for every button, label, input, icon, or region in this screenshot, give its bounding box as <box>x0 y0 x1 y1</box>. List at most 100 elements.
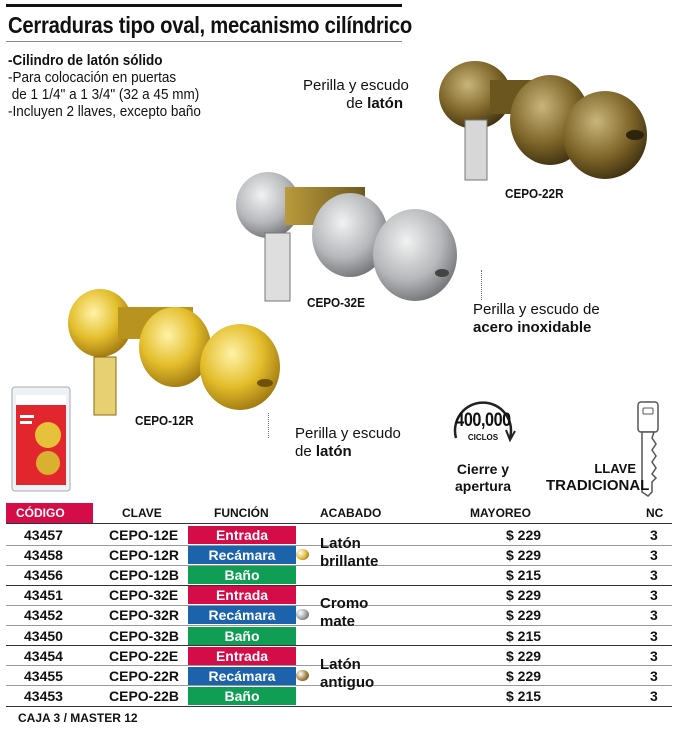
cell-codigo: 43452 <box>24 607 63 624</box>
cell-nc: 3 <box>650 667 658 684</box>
cell-funcion: Entrada <box>188 646 296 665</box>
leader-line <box>481 270 482 300</box>
cell-nc: 3 <box>650 547 658 564</box>
cell-clave: CEPO-22E <box>109 647 179 664</box>
finish-label: Latón antiguo <box>320 656 374 692</box>
table-row: 43455 CEPO-22R Recámara $ 229 3 <box>6 666 672 686</box>
caption-line: apertura <box>454 478 512 494</box>
row-divider <box>6 705 672 707</box>
header-codigo: CÓDIGO <box>16 506 65 520</box>
cell-nc: 3 <box>650 587 658 604</box>
cell-nc: 3 <box>650 607 658 624</box>
cell-mayoreo: $ 229 <box>506 607 542 624</box>
cell-nc: 3 <box>650 567 658 584</box>
row-divider <box>6 625 672 626</box>
table-header: CÓDIGO CLAVE FUNCIÓN ACABADO MAYOREO NC <box>6 503 672 523</box>
stainless-lock-image <box>236 172 457 302</box>
table-row: 43456 CEPO-12B Baño $ 215 3 <box>6 565 672 585</box>
finish-line: Latón <box>320 535 361 552</box>
cycles-caption: Cierre y apertura <box>448 461 518 495</box>
product-code-12r: CEPO-12R <box>135 413 194 428</box>
key-icon <box>637 401 659 497</box>
label-line: Perilla y escudo <box>295 425 401 442</box>
cycles-word: CICLOS <box>467 433 499 442</box>
label-prefix: de <box>346 95 368 112</box>
table-row: 43452 CEPO-32R Recámara $ 229 3 <box>6 605 672 625</box>
cell-codigo: 43450 <box>24 627 63 644</box>
cell-nc: 3 <box>650 687 658 704</box>
label-line: de latón <box>303 95 403 113</box>
antique-brass-lock-image <box>439 61 647 181</box>
feature-item: -Cilindro de latón sólido <box>8 52 163 69</box>
row-divider <box>6 584 672 586</box>
cycles-number: 400,000 <box>455 410 511 431</box>
package-image <box>11 386 71 492</box>
cycles-badge-icon <box>453 401 516 443</box>
cell-codigo: 43456 <box>24 567 63 584</box>
key-caption: LLAVE TRADICIONAL <box>546 460 650 494</box>
row-divider <box>6 685 672 687</box>
finish-label: Latón brillante <box>320 535 378 571</box>
cell-mayoreo: $ 229 <box>506 547 542 564</box>
cell-funcion: Entrada <box>188 526 296 544</box>
footer-note: CAJA 3 / MASTER 12 <box>18 711 138 725</box>
finish-line: Cromo <box>320 595 369 613</box>
stainless-label: Perilla y escudo de acero inoxidable <box>473 301 600 337</box>
cell-clave: CEPO-22R <box>109 667 180 684</box>
cell-clave: CEPO-12E <box>109 527 179 543</box>
feature-list: -Cilindro de latón sólido -Para colocaci… <box>8 52 201 120</box>
label-bold: acero inoxidable <box>473 319 592 336</box>
label-line: acero inoxidable <box>473 319 600 337</box>
cell-codigo: 43457 <box>24 527 63 543</box>
bright-brass-lock-image <box>68 289 280 416</box>
caption-line: TRADICIONAL <box>546 477 650 494</box>
row-divider <box>6 544 672 546</box>
feature-item: -Para colocación en puertas <box>8 69 177 86</box>
bright-brass-label: Perilla y escudo de latón <box>295 425 401 461</box>
header-acabado: ACABADO <box>320 506 382 520</box>
feature-item: -Incluyen 2 llaves, excepto baño <box>8 103 201 120</box>
header-mayoreo: MAYOREO <box>470 506 531 520</box>
cell-funcion: Recámara <box>188 546 296 565</box>
cell-nc: 3 <box>650 627 658 644</box>
cell-clave: CEPO-32B <box>109 627 180 644</box>
finish-swatch-icon <box>296 549 309 560</box>
cell-funcion: Recámara <box>188 606 296 625</box>
cell-mayoreo: $ 229 <box>506 527 542 543</box>
cell-codigo: 43454 <box>24 647 63 664</box>
cell-mayoreo: $ 215 <box>506 627 542 644</box>
finish-line: antiguo <box>320 673 375 691</box>
cell-clave: CEPO-32E <box>109 587 179 604</box>
caption-line: Cierre y <box>456 461 510 477</box>
header-nc: NC <box>646 506 664 520</box>
antique-brass-label: Perilla y escudo de latón <box>303 77 409 113</box>
finish-label: Cromo mate <box>320 595 368 631</box>
title-rule <box>6 41 402 42</box>
row-divider <box>6 604 672 606</box>
header-funcion: FUNCIÓN <box>214 506 269 520</box>
finish-line: Latón <box>320 655 361 673</box>
page-title: Cerraduras tipo oval, mecanismo cilíndri… <box>8 12 412 38</box>
table-row: 43450 CEPO-32B Baño $ 215 3 <box>6 626 672 646</box>
feature-item: de 1 1/4" a 1 3/4" (32 a 45 mm) <box>8 86 200 103</box>
cell-nc: 3 <box>650 647 658 664</box>
cell-funcion: Recámara <box>188 666 296 685</box>
label-line: Perilla y escudo de <box>473 301 600 318</box>
header-clave: CLAVE <box>122 506 162 520</box>
cell-clave: CEPO-22B <box>109 687 180 704</box>
cell-nc: 3 <box>650 527 658 543</box>
label-bold: latón <box>315 443 352 460</box>
table-row: 43453 CEPO-22B Baño $ 215 3 <box>6 686 672 706</box>
table-row: 43451 CEPO-32E Entrada $ 229 3 <box>6 585 672 605</box>
label-bold: latón <box>367 95 403 112</box>
table-row: 43457 CEPO-12E Entrada $ 229 3 <box>6 525 672 545</box>
leader-line <box>268 413 269 438</box>
label-line: de latón <box>295 443 401 461</box>
finish-line: mate <box>320 613 356 631</box>
cell-codigo: 43455 <box>24 667 63 684</box>
product-code-32e: CEPO-32E <box>307 295 365 310</box>
table-row: 43458 CEPO-12R Recámara $ 229 3 <box>6 545 672 565</box>
cell-mayoreo: $ 215 <box>506 687 542 704</box>
cell-mayoreo: $ 229 <box>506 667 542 684</box>
product-code-22r: CEPO-22R <box>505 186 564 201</box>
